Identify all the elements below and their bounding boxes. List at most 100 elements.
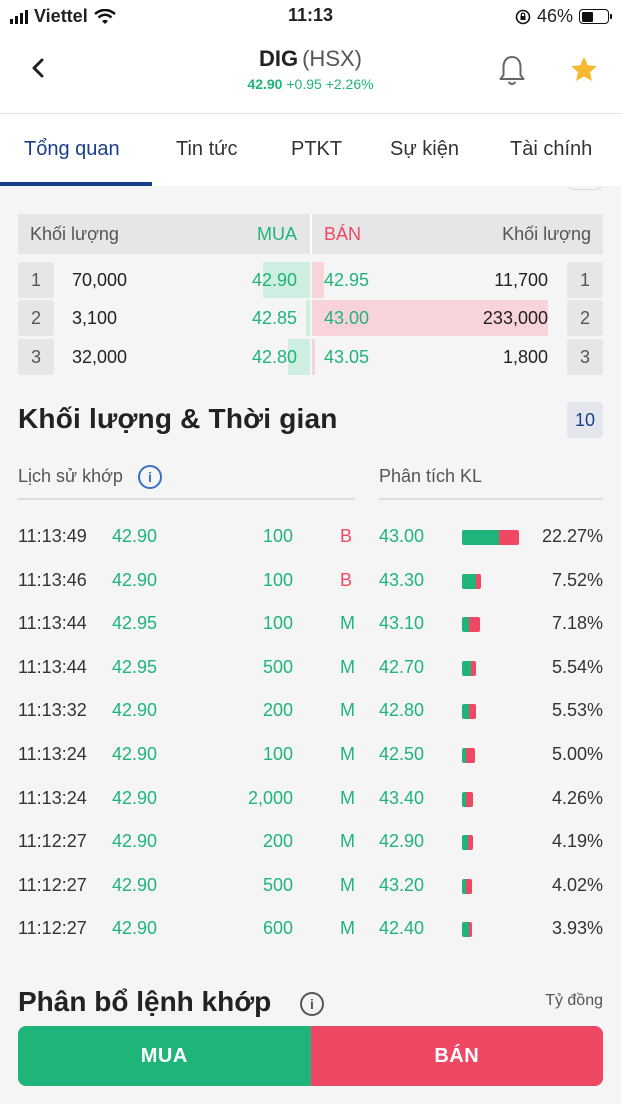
trade-price: 42.95 bbox=[112, 656, 158, 677]
buy-depth-bar bbox=[306, 300, 310, 336]
sell-button[interactable]: BÁN bbox=[310, 1026, 603, 1086]
trade-time: 11:12:27 bbox=[18, 831, 87, 852]
tab-financials[interactable]: Tài chính bbox=[510, 138, 593, 160]
trade-price: 42.90 bbox=[112, 787, 158, 808]
buy-price[interactable]: 42.80 bbox=[251, 347, 297, 367]
tab-news[interactable]: Tin tức bbox=[176, 138, 238, 160]
buy-volume: 70,000 bbox=[72, 270, 128, 290]
buy-price[interactable]: 42.90 bbox=[251, 270, 297, 290]
analysis-price: 42.80 bbox=[379, 700, 425, 721]
analysis-price: 42.40 bbox=[379, 918, 425, 939]
trade-row: 11:13:49 42.90 100 B 43.00 22.27% bbox=[0, 522, 621, 552]
favorite-button[interactable] bbox=[568, 54, 600, 86]
sell-price[interactable]: 42.95 bbox=[324, 270, 370, 290]
buy-portion bbox=[462, 748, 466, 763]
current-price: 42.90 bbox=[247, 76, 283, 92]
sell-portion bbox=[468, 835, 473, 851]
buy-depth-bar bbox=[262, 262, 310, 298]
trade-price: 42.90 bbox=[112, 526, 158, 546]
row-index-right: 2 bbox=[567, 300, 603, 336]
info-icon[interactable]: i bbox=[138, 465, 162, 489]
sell-portion bbox=[470, 660, 477, 676]
trade-volume: 100 bbox=[262, 613, 293, 634]
sell-portion bbox=[476, 573, 482, 589]
trade-volume: 200 bbox=[262, 700, 293, 721]
orderbook-row: 2 3,100 42.85 43.00 233,000 2 bbox=[18, 300, 603, 336]
status-time: 11:13 bbox=[287, 5, 334, 25]
orderbook-head-vol-left: Khối lượng bbox=[30, 224, 119, 244]
analysis-volume-bar bbox=[462, 617, 481, 633]
sell-portion bbox=[466, 878, 473, 894]
battery-fill bbox=[581, 11, 593, 22]
analysis-volume-bar bbox=[462, 660, 477, 676]
buy-price[interactable]: 42.85 bbox=[251, 308, 297, 328]
orderbook-head-vol-right: Khối lượng bbox=[502, 224, 591, 244]
buy-portion bbox=[462, 878, 467, 894]
battery-percent: 46% bbox=[536, 6, 573, 26]
trade-volume: 100 bbox=[262, 569, 293, 590]
analysis-price: 42.50 bbox=[379, 744, 425, 764]
analysis-percent: 3.93% bbox=[551, 918, 603, 939]
tab-events[interactable]: Sự kiện bbox=[390, 138, 459, 160]
trade-price: 42.90 bbox=[112, 700, 158, 721]
sell-portion bbox=[469, 704, 477, 720]
sell-price[interactable]: 43.05 bbox=[324, 347, 370, 367]
sell-depth-bar bbox=[312, 339, 315, 375]
analysis-price: 43.20 bbox=[379, 874, 425, 895]
sell-depth-bar bbox=[312, 262, 324, 298]
trade-actions: MUA BÁN bbox=[18, 1026, 603, 1086]
status-left: Viettel bbox=[10, 6, 116, 27]
trade-side: M bbox=[340, 700, 355, 721]
sell-price[interactable]: 43.00 bbox=[324, 308, 370, 328]
history-label: Lịch sử khớp bbox=[18, 466, 123, 486]
analysis-percent: 4.26% bbox=[551, 787, 603, 808]
buy-button[interactable]: MUA bbox=[18, 1026, 311, 1086]
trade-side: M bbox=[340, 744, 355, 764]
analysis-price: 42.90 bbox=[379, 831, 425, 852]
sell-volume: 11,700 bbox=[494, 270, 548, 290]
trade-side: M bbox=[340, 874, 355, 895]
trade-time: 11:13:44 bbox=[18, 656, 87, 677]
sell-volume: 1,800 bbox=[502, 347, 548, 367]
sell-depth-bar bbox=[312, 300, 548, 336]
trade-time: 11:12:27 bbox=[18, 918, 87, 939]
analysis-price: 43.40 bbox=[379, 787, 425, 808]
tab-bar: Tổng quan Tin tức PTKT Sự kiện Tài chính bbox=[0, 114, 621, 186]
sell-portion bbox=[466, 791, 473, 807]
row-index-left: 2 bbox=[18, 300, 54, 336]
trade-side: M bbox=[340, 787, 355, 808]
trade-side: M bbox=[340, 613, 355, 634]
trade-time: 11:13:32 bbox=[18, 700, 87, 721]
orderbook-header: Khối lượng MUA BÁN Khối lượng bbox=[18, 214, 603, 254]
stock-exchange: (HSX) bbox=[302, 46, 362, 71]
trade-price: 42.90 bbox=[112, 569, 158, 590]
count-selector[interactable]: 10 bbox=[567, 402, 603, 438]
analysis-volume-bar bbox=[462, 530, 519, 545]
sell-portion bbox=[465, 748, 475, 763]
trade-price: 42.90 bbox=[112, 918, 158, 939]
trade-time: 11:13:46 bbox=[18, 569, 87, 590]
tab-technical[interactable]: PTKT bbox=[291, 138, 343, 160]
signal-icon bbox=[10, 9, 28, 24]
trade-row: 11:13:44 42.95 500 M 42.70 5.54% bbox=[0, 653, 621, 683]
trade-row: 11:13:46 42.90 100 B 43.30 7.52% bbox=[0, 566, 621, 596]
trade-row: 11:13:24 42.90 2,000 M 43.40 4.26% bbox=[0, 784, 621, 814]
trade-row: 11:13:44 42.95 100 M 43.10 7.18% bbox=[0, 609, 621, 639]
trade-side: M bbox=[340, 656, 355, 677]
tab-overview[interactable]: Tổng quan bbox=[24, 138, 120, 160]
trade-time: 11:12:27 bbox=[18, 874, 87, 895]
info-icon[interactable]: i bbox=[300, 992, 324, 1016]
partial-element bbox=[568, 186, 602, 190]
analysis-price: 43.30 bbox=[379, 569, 425, 590]
alert-button[interactable] bbox=[498, 54, 526, 88]
content-scroll[interactable]: Khối lượng MUA BÁN Khối lượng 1 70,000 4… bbox=[0, 186, 621, 1026]
buy-portion bbox=[462, 922, 470, 938]
back-button[interactable] bbox=[28, 54, 52, 86]
divider-right bbox=[379, 498, 603, 500]
row-index-left: 3 bbox=[18, 339, 54, 375]
status-right: 46% bbox=[515, 6, 612, 27]
analysis-price: 42.70 bbox=[379, 656, 425, 677]
row-index-left: 1 bbox=[18, 262, 54, 298]
trade-side: M bbox=[340, 918, 355, 939]
analysis-volume-bar bbox=[462, 878, 473, 894]
